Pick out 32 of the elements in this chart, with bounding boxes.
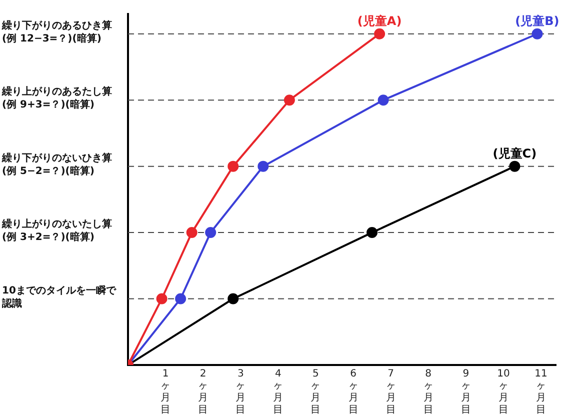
x-tick-label: 2ヶ月目: [198, 368, 208, 416]
series-label: (児童B): [515, 14, 560, 28]
point: [205, 227, 216, 238]
point: [378, 94, 389, 106]
x-tick-label: 6ヶ月目: [348, 368, 358, 416]
x-tick-label: 4ヶ月目: [273, 368, 284, 416]
x-tick-label: 1ヶ月目: [160, 368, 171, 416]
x-tick-label: 8ヶ月目: [423, 368, 434, 416]
ref-line-label: 繰り下がりのないひき算 (例 5−2=？)(暗算): [1, 152, 112, 177]
series-label: (児童A): [357, 14, 402, 28]
point: [366, 227, 378, 238]
point: [509, 160, 520, 172]
point: [258, 160, 269, 172]
point: [228, 160, 239, 172]
x-tick-label: 11ヶ月目: [534, 368, 548, 416]
ref-line-label: 10までのタイルを一瞬で認識: [1, 284, 117, 310]
point: [186, 227, 198, 238]
x-tick-label: 5ヶ月目: [310, 368, 321, 416]
ref-line-label: 繰り上がりのあるたし算 (例 9+3=？)(暗算): [1, 86, 112, 111]
ref-line-label: 繰り上がりのないたし算 (例 3+2=？)(暗算): [1, 218, 112, 244]
ref-line-label: 繰り下がりのあるひき算 (例 12−3=？)(暗算): [1, 19, 112, 44]
x-tick-label: 3ヶ月目: [236, 368, 246, 416]
x-tick-label: 9ヶ月目: [460, 368, 471, 416]
point: [175, 293, 186, 304]
series-label: (児童C): [492, 146, 537, 160]
point: [156, 293, 168, 304]
point: [532, 28, 543, 40]
x-tick-label: 7ヶ月目: [386, 368, 396, 416]
point: [374, 28, 386, 40]
x-tick-label: 10ヶ月目: [497, 368, 510, 416]
point: [284, 94, 295, 106]
point: [228, 293, 239, 304]
